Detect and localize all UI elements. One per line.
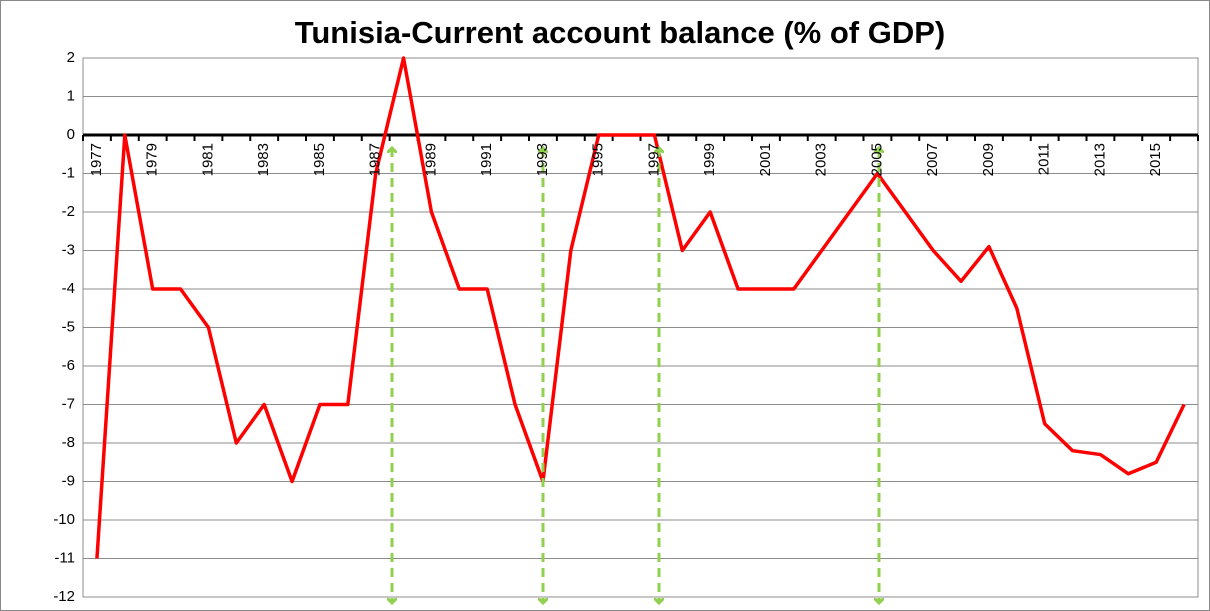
x-tick-label: 1979 xyxy=(144,143,161,176)
x-tick-label: 1987 xyxy=(367,143,384,176)
y-tick-label: -7 xyxy=(62,395,75,412)
x-tick-label: 1989 xyxy=(422,143,439,176)
x-tick-label: 1977 xyxy=(88,143,105,176)
x-tick-label: 2009 xyxy=(980,143,997,176)
x-tick-label: 2007 xyxy=(924,143,941,176)
y-tick-label: 1 xyxy=(67,87,75,104)
y-tick-label: -10 xyxy=(53,511,75,528)
y-tick-label: -3 xyxy=(62,241,75,258)
x-tick-label: 1999 xyxy=(701,143,718,176)
x-tick-label: 1993 xyxy=(534,143,551,176)
y-tick-label: -2 xyxy=(62,203,75,220)
y-tick-label: 0 xyxy=(67,126,75,143)
x-tick-label: 2013 xyxy=(1091,143,1108,176)
y-tick-label: -9 xyxy=(62,472,75,489)
x-tick-label: 1995 xyxy=(590,143,607,176)
y-tick-label: -1 xyxy=(62,164,75,181)
x-tick-label: 2011 xyxy=(1036,143,1053,175)
annotation-arrows xyxy=(392,148,879,603)
x-tick-label: 1981 xyxy=(199,143,216,176)
y-tick-label: -11 xyxy=(54,549,75,566)
y-tick-label: -8 xyxy=(62,434,75,451)
x-tick-label: 2005 xyxy=(868,143,885,176)
x-tick-label: 2001 xyxy=(757,143,774,176)
data-line xyxy=(95,56,1186,559)
y-tick-label: -6 xyxy=(62,357,75,374)
chart-title: Tunisia-Current account balance (% of GD… xyxy=(295,15,946,50)
y-tick-label: -12 xyxy=(53,588,75,605)
y-tick-label: -4 xyxy=(62,280,75,297)
x-tick-label: 1985 xyxy=(311,143,328,176)
x-tick-label: 1983 xyxy=(255,143,272,176)
x-tick-label: 2015 xyxy=(1147,143,1164,176)
y-tick-label: -5 xyxy=(62,318,75,335)
x-tick-label: 2003 xyxy=(813,143,830,176)
y-tick-label: 2 xyxy=(67,49,75,66)
x-tick-label: 1997 xyxy=(645,143,662,176)
x-tick-label: 1991 xyxy=(478,143,495,176)
